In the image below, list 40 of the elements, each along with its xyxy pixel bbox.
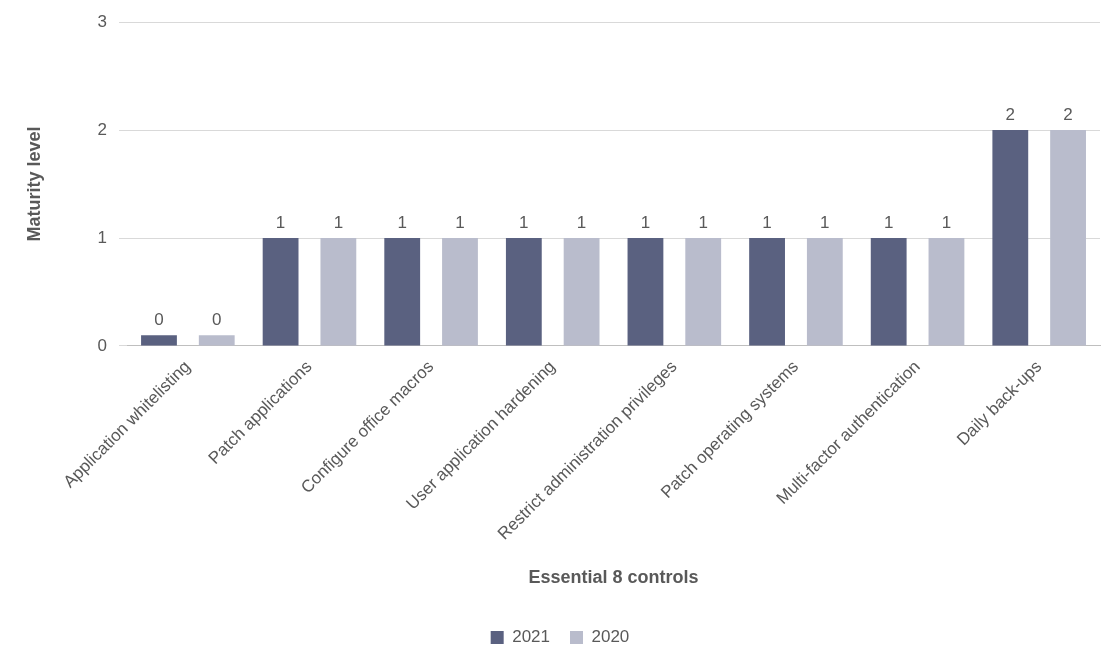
data-label: 2 xyxy=(1005,105,1016,125)
bar xyxy=(320,238,357,346)
bar xyxy=(384,238,421,346)
legend-label: 2020 xyxy=(591,627,630,647)
bar xyxy=(442,238,478,346)
x-axis-title: Essential 8 controls xyxy=(528,567,699,588)
bar xyxy=(198,335,235,346)
y-axis-title: Maturity level xyxy=(23,126,44,242)
bar xyxy=(627,238,664,346)
bar xyxy=(749,238,785,346)
bar xyxy=(870,238,907,346)
bar xyxy=(928,238,965,346)
data-label: 1 xyxy=(698,213,708,233)
data-label: 2 xyxy=(1063,105,1073,125)
bar xyxy=(1050,130,1086,346)
data-label: 1 xyxy=(275,213,286,233)
data-label: 1 xyxy=(455,213,465,233)
legend-label: 2021 xyxy=(512,627,551,647)
y-tick-label: 1 xyxy=(97,227,108,247)
data-label: 1 xyxy=(576,213,587,233)
data-label: 1 xyxy=(762,213,772,233)
data-label: 1 xyxy=(883,213,894,233)
bar xyxy=(505,238,542,346)
bar xyxy=(685,238,722,346)
data-label: 1 xyxy=(333,213,344,233)
data-label: 1 xyxy=(640,213,651,233)
bar xyxy=(563,238,600,346)
bar xyxy=(262,238,299,346)
bar xyxy=(141,335,177,346)
data-label: 0 xyxy=(154,310,164,330)
data-label: 1 xyxy=(941,213,952,233)
y-tick-label: 2 xyxy=(97,119,108,139)
data-label: 1 xyxy=(820,213,830,233)
y-tick-label: 0 xyxy=(97,335,108,355)
bar xyxy=(806,238,843,346)
bar xyxy=(992,130,1029,346)
y-tick-label: 3 xyxy=(97,11,108,31)
data-label: 0 xyxy=(212,310,222,330)
data-label: 1 xyxy=(397,213,407,233)
data-label: 1 xyxy=(519,213,529,233)
